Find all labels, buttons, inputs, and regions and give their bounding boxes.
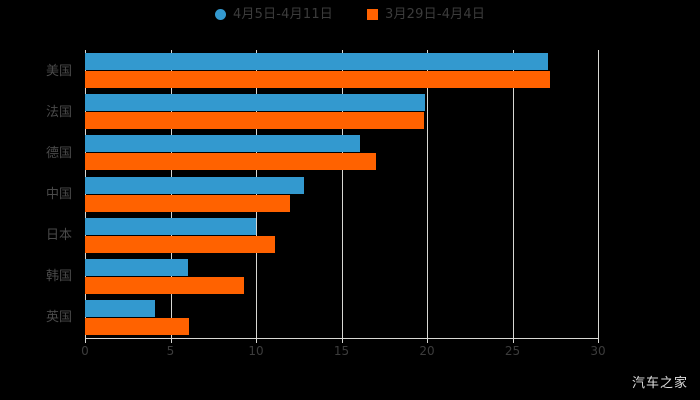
y-axis-category-label: 英国: [45, 310, 72, 326]
x-tick-label: 5: [166, 344, 175, 358]
x-tick-label: 25: [504, 344, 521, 358]
gridline-x-0: [85, 50, 86, 338]
y-axis-category-label: 德国: [45, 145, 72, 161]
chart-legend: 4月5日-4月11日 3月29日-4月4日: [0, 8, 700, 21]
bar-group: [85, 53, 598, 89]
x-tick-mark: [256, 338, 257, 343]
legend-label: 3月29日-4月4日: [385, 7, 486, 22]
watermark: 汽车之家: [631, 376, 688, 391]
legend-entry-1[interactable]: 3月29日-4月4日: [367, 8, 485, 21]
gridline-x-15: [341, 50, 343, 338]
bar-group: [85, 135, 598, 171]
y-axis-label-wrap: 法国: [0, 95, 72, 130]
bar[interactable]: [85, 135, 361, 153]
y-axis-category-label: 美国: [45, 63, 72, 79]
y-axis-label-wrap: 中国: [0, 177, 72, 212]
bar-group: [85, 176, 598, 212]
y-axis-label-wrap: 韩国: [0, 259, 72, 294]
bar[interactable]: [85, 53, 549, 71]
bar[interactable]: [85, 317, 190, 335]
x-tick-label: 20: [419, 344, 435, 358]
bar[interactable]: [85, 235, 275, 253]
bar[interactable]: [85, 299, 156, 317]
gridline-x-25: [512, 50, 514, 338]
y-axis-category-label: 中国: [45, 187, 72, 202]
x-tick-label: 10: [248, 344, 264, 358]
x-tick-mark: [341, 338, 343, 343]
x-tick-label: 0: [81, 344, 89, 358]
bar[interactable]: [85, 258, 188, 276]
legend-swatch-circle-icon: [214, 9, 226, 20]
bar[interactable]: [85, 153, 376, 171]
plot-area: 0 5 10 15 20 25 30: [81, 50, 606, 357]
bar[interactable]: [85, 194, 291, 212]
x-tick-mark: [598, 338, 599, 343]
x-tick-mark: [85, 338, 86, 343]
x-tick-mark: [512, 338, 514, 343]
gridline-x-20: [427, 50, 428, 338]
gridline-x-30: [598, 50, 599, 338]
bar[interactable]: [85, 71, 551, 89]
y-axis-category-label: 法国: [45, 104, 72, 120]
y-axis-label-wrap: 德国: [0, 136, 72, 171]
legend-swatch-square-icon: [367, 9, 378, 20]
y-axis-category-label: 日本: [45, 228, 72, 244]
y-axis-label-wrap: 美国: [0, 54, 72, 89]
y-axis-label-wrap: 日本: [0, 218, 72, 253]
bar[interactable]: [85, 176, 304, 194]
legend-label: 4月5日-4月11日: [232, 7, 333, 22]
x-tick-mark: [170, 338, 172, 343]
gridline-x-10: [256, 50, 257, 338]
gridline-x-5: [170, 50, 172, 338]
x-tick-label: 15: [333, 344, 350, 358]
bar[interactable]: [85, 276, 245, 294]
y-axis-label-wrap: 英国: [0, 300, 72, 335]
bar-group: [85, 258, 598, 294]
legend-entry-0[interactable]: 4月5日-4月11日: [214, 7, 333, 22]
bar[interactable]: [85, 94, 426, 112]
bar[interactable]: [85, 217, 256, 235]
bar-group: [85, 217, 598, 253]
x-tick-mark: [427, 338, 428, 343]
bar-group: [85, 94, 598, 130]
x-tick-label: 30: [590, 344, 606, 358]
bar[interactable]: [85, 112, 424, 130]
y-axis-category-label: 韩国: [45, 269, 72, 285]
bar-group: [85, 299, 598, 335]
